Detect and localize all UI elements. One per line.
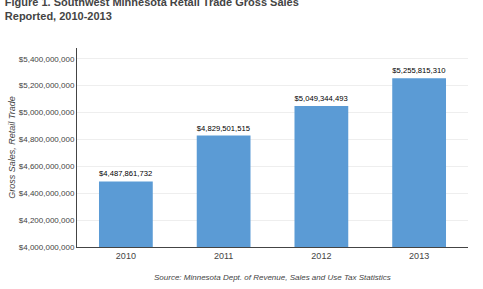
svg-text:$4,200,000,000: $4,200,000,000 — [19, 216, 75, 225]
svg-text:$4,000,000,000: $4,000,000,000 — [19, 243, 75, 252]
svg-text:$5,400,000,000: $5,400,000,000 — [19, 55, 75, 64]
svg-text:2013: 2013 — [409, 251, 429, 261]
svg-text:$4,487,861,732: $4,487,861,732 — [99, 169, 152, 178]
svg-text:2010: 2010 — [116, 251, 136, 261]
svg-text:$5,049,344,493: $5,049,344,493 — [295, 94, 348, 103]
svg-text:$4,800,000,000: $4,800,000,000 — [19, 135, 75, 144]
svg-text:$4,829,501,515: $4,829,501,515 — [197, 124, 250, 133]
svg-text:$4,400,000,000: $4,400,000,000 — [19, 189, 75, 198]
svg-text:Figure 1. Southwest Minnesota: Figure 1. Southwest Minnesota Retail Tra… — [5, 0, 299, 22]
svg-text:2012: 2012 — [311, 251, 331, 261]
svg-text:$5,000,000,000: $5,000,000,000 — [19, 108, 75, 117]
svg-text:$4,600,000,000: $4,600,000,000 — [19, 162, 75, 171]
svg-text:$5,200,000,000: $5,200,000,000 — [19, 81, 75, 90]
svg-text:$5,255,815,310: $5,255,815,310 — [392, 66, 445, 75]
svg-text:Source: Minnesota Dept. of Rev: Source: Minnesota Dept. of Revenue, Sale… — [154, 273, 391, 282]
svg-text:Gross Sales, Retail Trade: Gross Sales, Retail Trade — [7, 96, 17, 198]
svg-text:2011: 2011 — [214, 251, 233, 261]
